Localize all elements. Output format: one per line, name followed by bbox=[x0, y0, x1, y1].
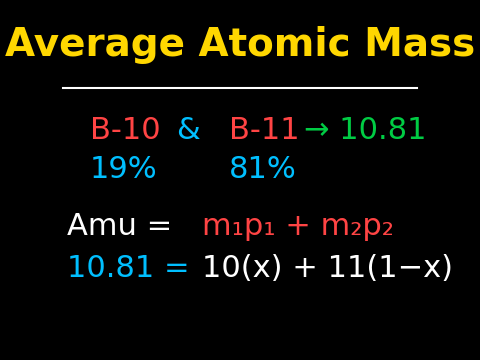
Text: 81%: 81% bbox=[228, 155, 297, 184]
Text: Average Atomic Mass: Average Atomic Mass bbox=[5, 26, 475, 64]
Text: B-10: B-10 bbox=[90, 116, 160, 145]
Text: Amu =: Amu = bbox=[67, 212, 172, 240]
Text: 10.81 =: 10.81 = bbox=[67, 254, 190, 283]
Text: m₁p₁ + m₂p₂: m₁p₁ + m₂p₂ bbox=[203, 212, 394, 240]
Text: B-11: B-11 bbox=[228, 116, 300, 145]
Text: 10(x) + 11(1−x): 10(x) + 11(1−x) bbox=[203, 254, 454, 283]
Text: → 10.81: → 10.81 bbox=[304, 116, 426, 145]
Text: 19%: 19% bbox=[90, 155, 157, 184]
Text: &: & bbox=[176, 116, 200, 145]
